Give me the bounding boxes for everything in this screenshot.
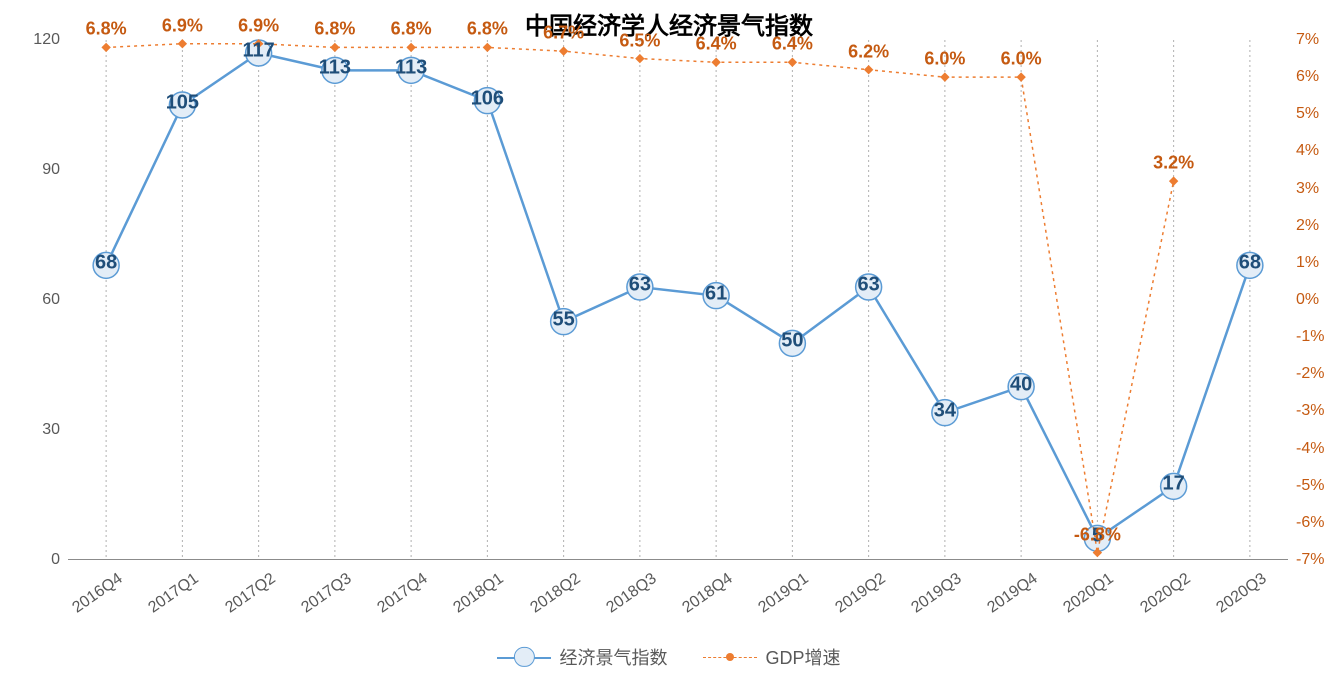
- gdp-value-label: 6.7%: [543, 23, 584, 44]
- chart-svg-overlay: [0, 0, 1338, 676]
- index-value-label: 106: [471, 87, 504, 110]
- right-axis-tick-label: 5%: [1296, 105, 1319, 123]
- index-value-label: 55: [553, 308, 575, 331]
- index-value-label: 17: [1163, 473, 1185, 496]
- index-value-label: 117: [242, 40, 274, 63]
- gdp-value-label: 6.8%: [467, 19, 508, 40]
- right-axis-tick-label: 7%: [1296, 31, 1319, 49]
- legend-swatch: [497, 646, 551, 668]
- right-axis-tick-label: 2%: [1296, 217, 1319, 235]
- left-axis-tick-label: 90: [42, 161, 60, 179]
- chart-root: 中国经济学人经济景气指数 0306090120-7%-6%-5%-4%-3%-2…: [0, 0, 1338, 676]
- gdp-value-label: 6.8%: [86, 19, 127, 40]
- left-axis-tick-label: 0: [51, 551, 60, 569]
- right-axis-tick-label: -3%: [1296, 402, 1324, 420]
- index-value-label: 50: [781, 330, 803, 353]
- index-value-label: 63: [858, 274, 880, 297]
- right-axis-tick-label: -5%: [1296, 477, 1324, 495]
- index-value-label: 61: [705, 282, 727, 305]
- gdp-value-label: 6.5%: [619, 30, 660, 51]
- right-axis-tick-label: -7%: [1296, 551, 1324, 569]
- legend-item: 经济景气指数: [497, 644, 667, 670]
- right-axis-tick-label: -4%: [1296, 440, 1324, 458]
- gdp-value-label: 6.0%: [924, 49, 965, 70]
- gdp-value-label: 6.9%: [162, 15, 203, 36]
- right-axis-tick-label: -6%: [1296, 514, 1324, 532]
- right-axis-tick-label: 4%: [1296, 142, 1319, 160]
- legend: 经济景气指数 GDP增速: [0, 644, 1338, 673]
- gdp-value-label: 6.0%: [1001, 49, 1042, 70]
- index-value-label: 63: [629, 274, 651, 297]
- gdp-value-label: 6.8%: [391, 19, 432, 40]
- right-axis-tick-label: 0%: [1296, 291, 1319, 309]
- legend-label: 经济景气指数: [559, 644, 667, 670]
- legend-item: GDP增速: [703, 644, 840, 670]
- index-value-label: 113: [319, 57, 351, 80]
- right-axis-tick-label: 3%: [1296, 180, 1319, 198]
- gdp-value-label: -6.8%: [1074, 524, 1121, 545]
- right-axis-tick-label: -1%: [1296, 328, 1324, 346]
- right-axis-tick-label: 1%: [1296, 254, 1319, 272]
- left-axis-tick-label: 30: [42, 421, 60, 439]
- gdp-value-label: 6.4%: [696, 34, 737, 55]
- legend-label: GDP增速: [765, 644, 840, 670]
- index-value-label: 105: [166, 92, 199, 115]
- index-value-label: 40: [1010, 373, 1032, 396]
- index-value-label: 113: [395, 57, 427, 80]
- index-value-label: 34: [934, 399, 956, 422]
- gdp-value-label: 6.4%: [772, 34, 813, 55]
- index-value-label: 68: [95, 252, 117, 275]
- right-axis-tick-label: -2%: [1296, 365, 1324, 383]
- gdp-value-label: 6.8%: [314, 19, 355, 40]
- index-value-label: 68: [1239, 252, 1261, 275]
- gdp-value-label: 3.2%: [1153, 153, 1194, 174]
- legend-swatch: [703, 646, 757, 668]
- right-axis-tick-label: 6%: [1296, 68, 1319, 86]
- left-axis-tick-label: 120: [33, 31, 60, 49]
- gdp-value-label: 6.9%: [238, 15, 279, 36]
- gdp-value-label: 6.2%: [848, 41, 889, 62]
- left-axis-tick-label: 60: [42, 291, 60, 309]
